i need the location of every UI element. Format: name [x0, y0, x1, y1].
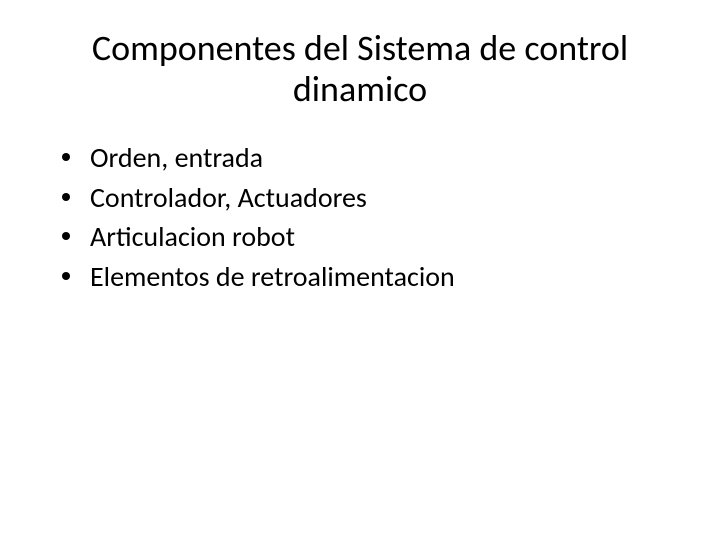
- bullet-text: Elementos de retroalimentacion: [90, 258, 680, 296]
- bullet-icon: [62, 193, 70, 201]
- bullet-icon: [62, 272, 70, 280]
- bullet-text: Controlador, Actuadores: [90, 179, 680, 217]
- slide-title: Componentes del Sistema de control dinam…: [40, 28, 680, 111]
- list-item: Articulacion robot: [62, 218, 680, 256]
- bullet-text: Orden, entrada: [90, 139, 680, 177]
- list-item: Elementos de retroalimentacion: [62, 258, 680, 296]
- bullet-icon: [62, 232, 70, 240]
- bullet-text: Articulacion robot: [90, 218, 680, 256]
- list-item: Orden, entrada: [62, 139, 680, 177]
- bullet-list: Orden, entrada Controlador, Actuadores A…: [40, 139, 680, 296]
- slide: Componentes del Sistema de control dinam…: [0, 0, 720, 540]
- list-item: Controlador, Actuadores: [62, 179, 680, 217]
- bullet-icon: [62, 153, 70, 161]
